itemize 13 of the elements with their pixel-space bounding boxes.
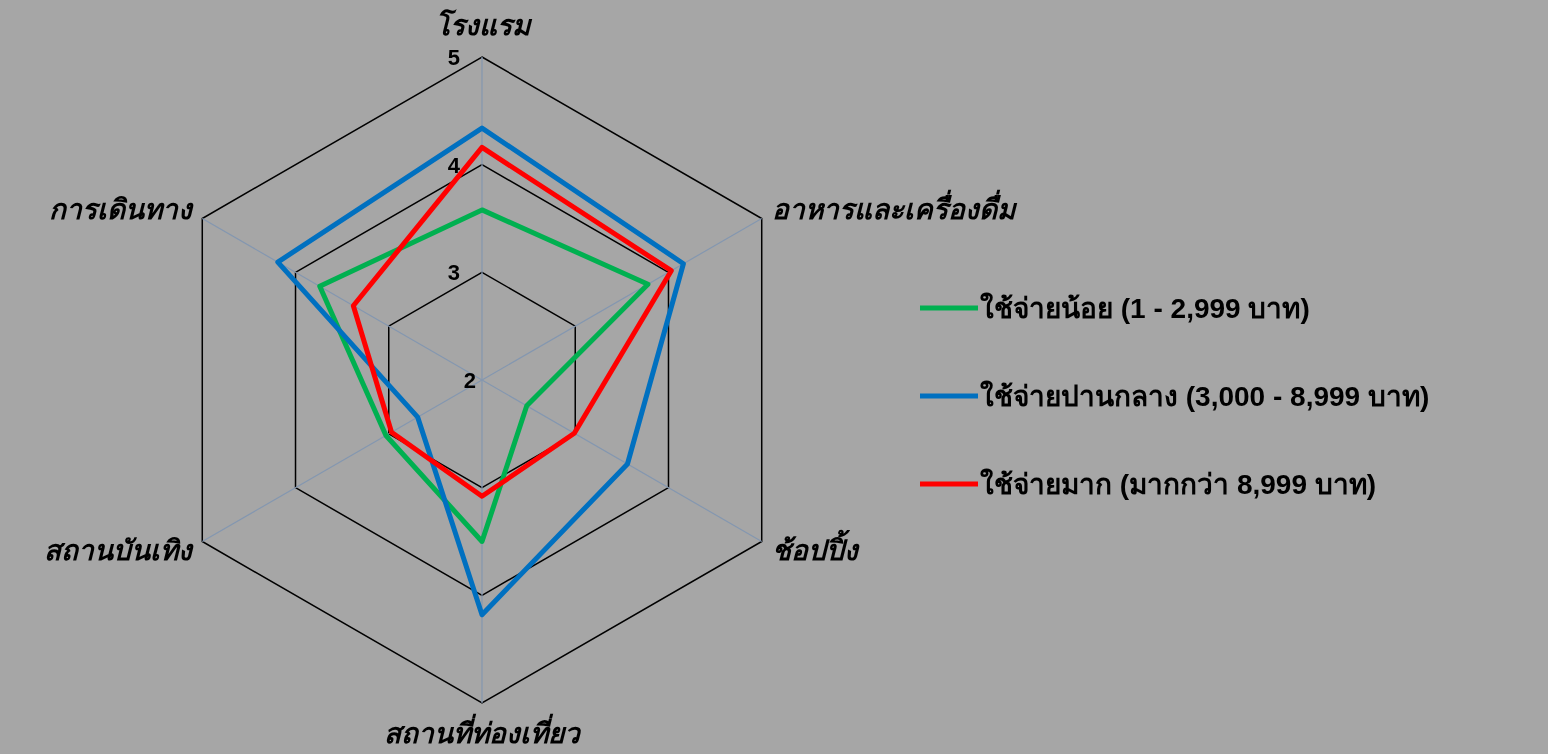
spoke-label: การเดินทาง: [48, 193, 194, 225]
spoke-label: อาหารและเครื่องดื่ม: [772, 188, 1019, 225]
y-tick-label: 2: [463, 368, 476, 393]
legend-label: ใช้จ่ายมาก (มากกว่า 8,999 บาท): [980, 468, 1377, 500]
y-tick-label: 5: [447, 45, 460, 70]
spoke-label: ช้อปปิ้ง: [772, 528, 861, 566]
spoke-label: สถานที่ท่องเที่ยว: [384, 713, 582, 749]
legend-label: ใช้จ่ายน้อย (1 - 2,999 บาท): [980, 292, 1310, 324]
y-tick-label: 4: [447, 152, 461, 178]
spoke-label: โรงแรม: [434, 8, 533, 41]
legend-label: ใช้จ่ายปานกลาง (3,000 - 8,999 บาท): [980, 380, 1430, 412]
spoke-label: สถานบันเทิง: [43, 534, 194, 566]
y-tick-label: 3: [447, 260, 460, 286]
